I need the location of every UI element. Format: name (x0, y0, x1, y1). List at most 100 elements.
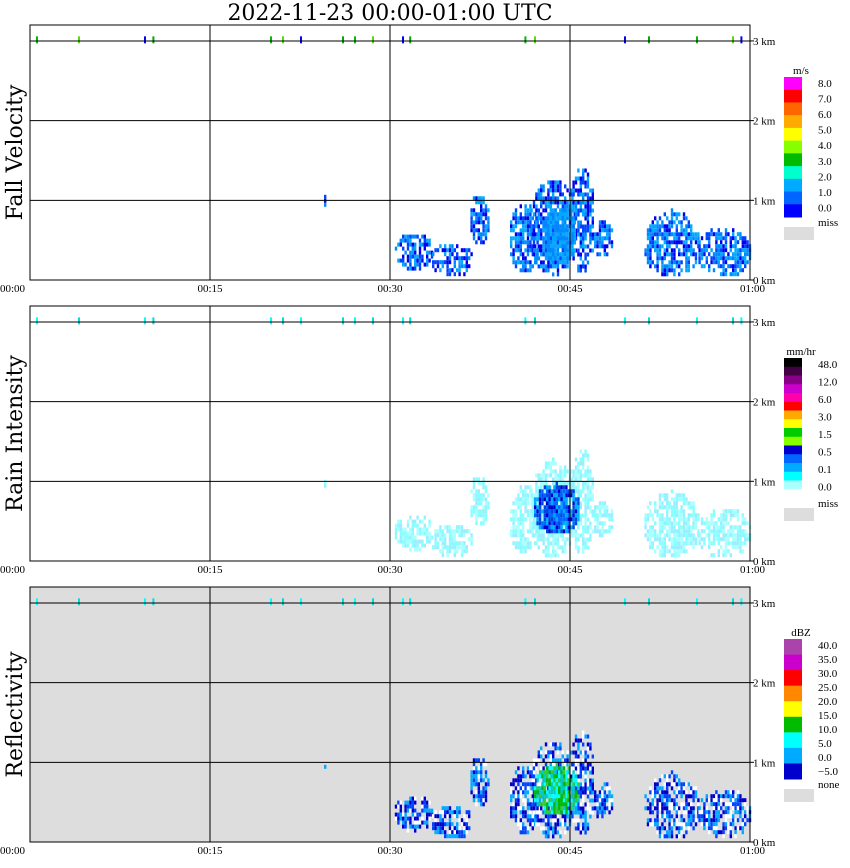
echo-cell (586, 505, 590, 510)
core-cell (570, 493, 573, 498)
echo-cell (414, 796, 417, 801)
echo-cell (475, 216, 478, 221)
echo-cell (561, 754, 564, 759)
echo-cell (547, 473, 550, 478)
echo-cell (589, 798, 592, 803)
echo-cell (448, 549, 452, 554)
echo-cell (531, 818, 534, 823)
echo-cell (484, 762, 488, 767)
top-mark (372, 36, 374, 44)
echo-cell (663, 232, 666, 237)
echo-cell (460, 248, 464, 253)
core-cell (553, 493, 556, 498)
echo-cell (448, 818, 452, 823)
echo-cell (729, 814, 732, 819)
echo-cell (644, 513, 647, 518)
echo-cell (439, 549, 442, 554)
core-cell (553, 802, 556, 807)
echo-cell (668, 533, 671, 538)
echo-cell (532, 525, 536, 530)
echo-cell (448, 525, 452, 530)
core-cell (566, 252, 569, 257)
echo-cell (540, 826, 543, 831)
core-cell (561, 212, 564, 217)
echo-cell (703, 822, 706, 827)
echo-cell (668, 240, 671, 245)
echo-cell (577, 746, 580, 751)
echo-cell (644, 248, 647, 253)
echo-cell (512, 790, 515, 795)
echo-cell (697, 232, 700, 237)
core-cell (560, 485, 563, 490)
echo-cell (727, 549, 730, 554)
echo-cell (554, 232, 557, 237)
echo-cell (705, 236, 708, 241)
echo-cell (675, 545, 678, 550)
echo-cell (404, 800, 407, 805)
core-cell (556, 256, 560, 261)
echo-cell (540, 192, 543, 197)
core-cell (547, 220, 550, 225)
echo-cell (512, 541, 515, 546)
echo-cell (394, 523, 398, 528)
core-cell (546, 497, 549, 502)
echo-cell (649, 525, 652, 530)
echo-cell (589, 806, 592, 811)
echo-cell (584, 184, 587, 189)
echo-cell (472, 509, 476, 514)
echo-cell (556, 200, 560, 205)
echo-cell (692, 806, 695, 811)
echo-cell (739, 264, 742, 269)
echo-cell (722, 834, 725, 839)
core-cell (558, 489, 561, 494)
core-cell (560, 802, 563, 807)
core-cell (567, 770, 570, 775)
echo-cell (522, 224, 525, 229)
echo-cell (522, 533, 525, 538)
echo-cell (514, 818, 518, 823)
echo-cell (582, 810, 585, 815)
echo-cell (678, 497, 681, 502)
echo-cell (397, 258, 400, 263)
echo-cell (561, 473, 564, 478)
echo-cell (610, 244, 614, 249)
echo-cell (736, 818, 740, 823)
echo-cell (561, 477, 564, 482)
echo-cell (658, 541, 662, 546)
echo-cell (582, 513, 585, 518)
core-cell (572, 794, 575, 799)
echo-cell (552, 477, 555, 482)
echo-cell (705, 798, 708, 803)
echo-cell (729, 236, 732, 241)
echo-cell (705, 810, 708, 815)
echo-cell (570, 204, 573, 209)
echo-cell (727, 232, 730, 237)
echo-cell (598, 240, 602, 245)
echo-cell (423, 238, 426, 243)
echo-cell (720, 244, 723, 249)
echo-cell (552, 533, 555, 538)
echo-cell (710, 826, 713, 831)
echo-cell (463, 830, 466, 835)
echo-cell (397, 812, 400, 817)
echo-cell (554, 461, 557, 466)
echo-cell (661, 549, 664, 554)
echo-cell (472, 774, 476, 779)
echo-cell (732, 268, 735, 273)
echo-cell (720, 545, 723, 550)
echo-cell (418, 527, 422, 532)
colorbar-swatch (784, 716, 802, 733)
echo-cell (694, 240, 698, 245)
echo-cell (477, 798, 480, 803)
core-cell (560, 505, 563, 510)
echo-cell (584, 200, 587, 205)
echo-cell (656, 545, 659, 550)
core-cell (555, 497, 558, 502)
echo-cell (577, 208, 580, 213)
echo-cell (517, 822, 520, 827)
echo-cell (570, 529, 573, 534)
echo-cell (572, 188, 575, 193)
echo-cell (399, 800, 402, 805)
echo-cell (426, 535, 429, 540)
echo-cell (430, 808, 434, 813)
